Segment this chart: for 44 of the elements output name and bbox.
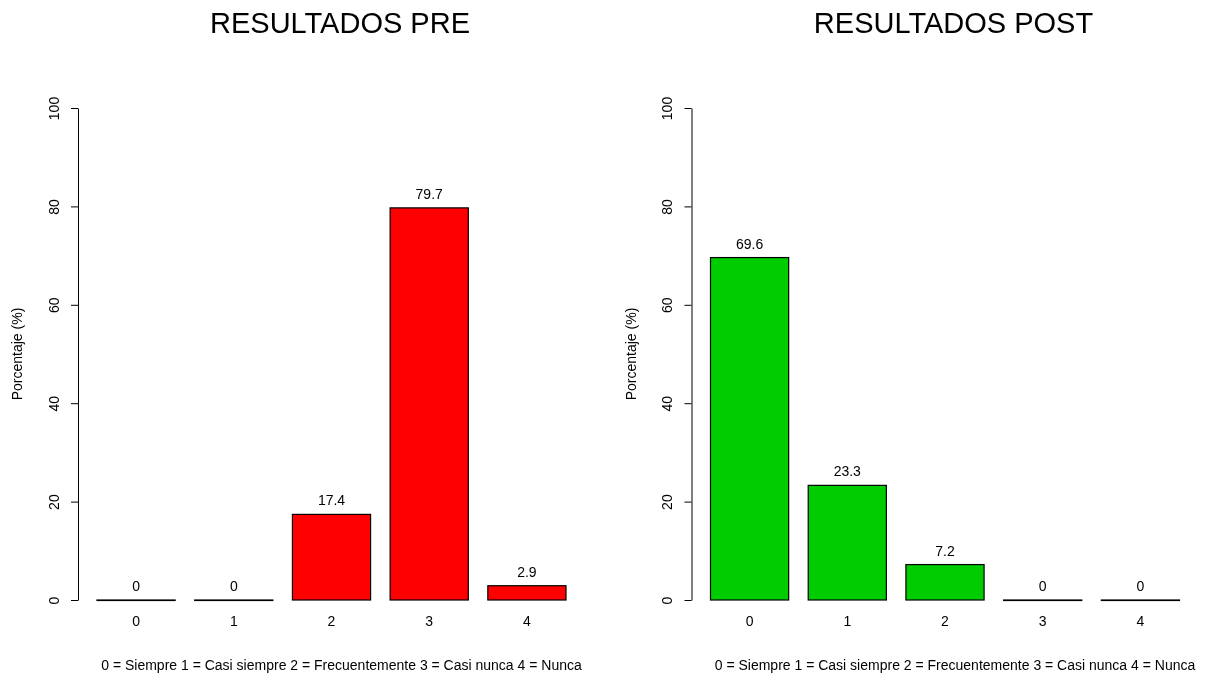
y-tick-label: 100	[45, 96, 62, 121]
chart-title: RESULTADOS PRE	[210, 7, 470, 39]
x-tick-label: 4	[1136, 612, 1145, 629]
data-label: 0	[132, 578, 141, 594]
chart-title: RESULTADOS POST	[813, 7, 1094, 39]
data-label: 0	[1136, 578, 1145, 594]
x-tick-label: 3	[425, 612, 434, 629]
y-tick-label: 20	[45, 494, 62, 510]
x-tick-label: 0	[745, 612, 754, 629]
y-tick-label: 0	[45, 596, 62, 605]
data-label: 23.3	[833, 463, 862, 480]
y-tick-label: 60	[45, 297, 62, 314]
x-tick-label: 4	[523, 612, 532, 629]
y-tick-label: 100	[659, 96, 676, 121]
bar	[389, 207, 469, 601]
x-tick-label: 2	[327, 612, 336, 629]
y-tick-label: 0	[659, 596, 676, 605]
y-tick-label: 40	[659, 395, 676, 412]
data-label: 2.9	[517, 563, 537, 580]
y-tick-label: 60	[659, 297, 676, 314]
data-label: 69.6	[735, 235, 764, 252]
bar	[709, 256, 790, 601]
y-axis-title: Porcentaje (%)	[622, 307, 639, 401]
bar	[807, 484, 887, 601]
data-label: 17.4	[317, 492, 346, 509]
bar	[487, 585, 567, 601]
x-tick-label: 1	[229, 612, 238, 629]
x-axis-title: 0 = Siempre 1 = Casi siempre 2 = Frecuentemente 3 = Casi nunca 4 = Nunca	[714, 657, 1196, 673]
y-tick-label: 80	[659, 198, 676, 215]
y-tick-label: 20	[659, 494, 676, 510]
data-label: 0	[229, 578, 238, 594]
data-label: 79.7	[415, 185, 444, 202]
x-tick-label: 3	[1038, 612, 1047, 629]
x-tick-label: 0	[132, 612, 141, 629]
y-axis-title: Porcentaje (%)	[9, 307, 25, 401]
x-tick-label: 2	[941, 612, 950, 629]
data-label: 0	[1038, 578, 1047, 594]
bar	[291, 513, 372, 601]
x-tick-label: 1	[843, 612, 852, 629]
y-tick-label: 80	[45, 198, 62, 215]
bar	[905, 563, 985, 601]
y-tick-label: 40	[45, 395, 62, 412]
x-axis-title: 0 = Siempre 1 = Casi siempre 2 = Frecuentemente 3 = Casi nunca 4 = Nunca	[101, 657, 582, 673]
data-label: 7.2	[935, 542, 955, 559]
